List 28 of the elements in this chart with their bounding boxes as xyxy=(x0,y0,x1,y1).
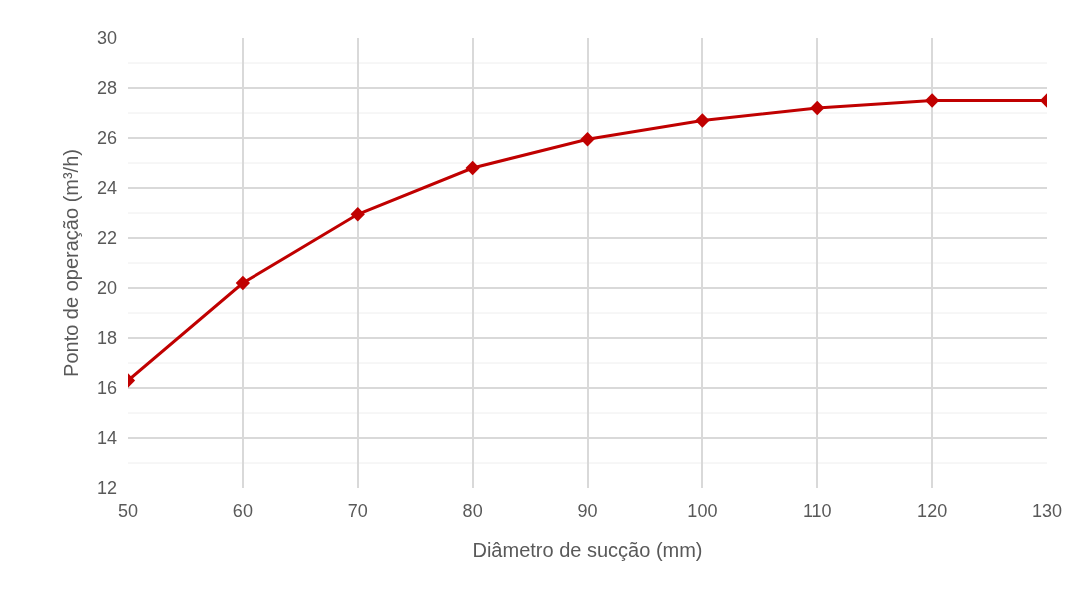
point xyxy=(580,132,595,147)
x-tick-label: 90 xyxy=(577,501,598,521)
x-tick-label: 100 xyxy=(687,501,718,521)
point xyxy=(810,100,825,116)
point xyxy=(235,275,251,291)
y-tick-label: 18 xyxy=(96,328,117,349)
y-tick-label: 24 xyxy=(96,178,117,199)
y-tick-label: 20 xyxy=(96,278,117,299)
x-tick-label: 50 xyxy=(117,501,139,521)
x-tick-label: 60 xyxy=(232,501,253,521)
point xyxy=(924,93,940,108)
y-tick-label: 22 xyxy=(96,228,117,249)
x-tick-label: 130 xyxy=(1031,501,1063,521)
y-tick-label: 28 xyxy=(96,78,117,99)
point xyxy=(695,113,710,128)
x-axis-title: Diâmetro de sucção (mm) xyxy=(472,538,703,561)
x-tick-label: 120 xyxy=(917,501,948,521)
point xyxy=(465,160,480,176)
x-tick-label: 80 xyxy=(462,501,483,521)
y-axis-title: Ponto de operação (m³/h) xyxy=(60,149,83,377)
y-tick-label: 30 xyxy=(96,28,117,49)
point xyxy=(350,207,365,222)
y-tick-label: 14 xyxy=(96,428,117,449)
y-tick-label: 12 xyxy=(96,478,117,499)
x-tick-label: 110 xyxy=(802,501,832,521)
y-tick-label: 26 xyxy=(96,128,117,149)
y-tick-label: 16 xyxy=(96,378,117,399)
x-tick-label: 70 xyxy=(347,501,368,521)
